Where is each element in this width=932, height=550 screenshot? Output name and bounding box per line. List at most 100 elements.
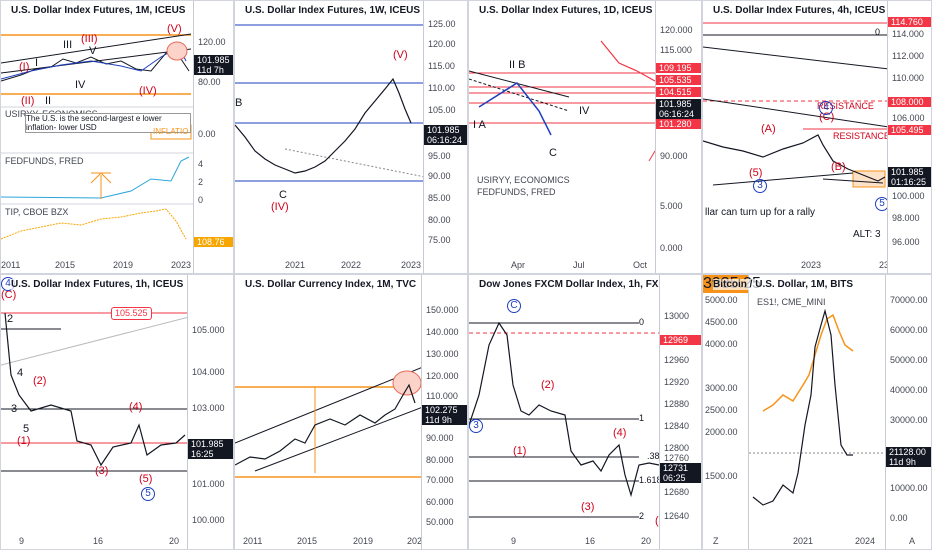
price-tag: 114.760 bbox=[888, 17, 931, 27]
wave-label: (V) bbox=[167, 23, 182, 35]
time-tag: 06:25 bbox=[660, 473, 701, 483]
axis-tick: 125.00 bbox=[428, 19, 456, 29]
fib-label: .382 bbox=[647, 451, 665, 461]
wave-label: II B bbox=[509, 59, 526, 71]
price-axis[interactable]: 13000 12969 12960 12920 12880 12840 1280… bbox=[659, 275, 701, 549]
auto-scale-button[interactable]: A bbox=[909, 536, 916, 546]
time-tick: 2023 bbox=[801, 260, 822, 270]
axis-tick: 12880 bbox=[664, 399, 690, 409]
price-chart bbox=[749, 308, 887, 506]
annotation-note: The U.S. is the second-largest e lower i… bbox=[25, 113, 191, 133]
axis-tick: 0 bbox=[198, 195, 204, 205]
wave-label-circled: 3 bbox=[469, 419, 483, 433]
price-tag: 101.985 bbox=[188, 439, 233, 449]
wave-label: III bbox=[63, 39, 73, 51]
axis-tick: 100.000 bbox=[892, 191, 925, 201]
panel-title: Dow Jones FXCM Dollar Index, 1h, FX bbox=[479, 279, 659, 290]
chart-panel-fxcm-dollar[interactable]: Dow Jones FXCM Dollar Index, 1h, FX 1300… bbox=[468, 274, 702, 550]
fib-label: 0 bbox=[875, 27, 881, 37]
wave-label: (C) bbox=[1, 289, 17, 301]
indicator-legend: FEDFUNDS, FRED bbox=[477, 187, 556, 197]
price-axis[interactable]: 120.00 101.985 11d 7h 80.00 0.00 4 2 0 1… bbox=[193, 1, 233, 273]
axis-tick: 60.000 bbox=[426, 497, 454, 507]
panel-title: U.S. Dollar Index Futures, 1h, ICEUS bbox=[11, 279, 184, 290]
axis-tick: 30000.00 bbox=[890, 415, 928, 425]
wave-label: 5 bbox=[23, 423, 30, 435]
axis-tick: 130.000 bbox=[426, 349, 459, 359]
chart-panel-dxy-1h[interactable]: U.S. Dollar Index Futures, 1h, ICEUS 105… bbox=[0, 274, 234, 550]
wave-circle: C bbox=[507, 299, 521, 313]
wave-label: (3) bbox=[581, 501, 595, 513]
chart-panel-dxy-weekly[interactable]: U.S. Dollar Index Futures, 1W, ICEUS 125… bbox=[234, 0, 468, 274]
wave-label-circled: 4 bbox=[819, 101, 833, 115]
axis-tick: 12840 bbox=[664, 421, 690, 431]
axis-tick: 2 bbox=[198, 177, 204, 187]
wave-label: 3 bbox=[11, 403, 18, 415]
indicator-legend: USIRYY, ECONOMICS bbox=[477, 175, 570, 185]
price-tag: 12731 bbox=[660, 463, 701, 473]
axis-tick: 70000.00 bbox=[890, 295, 928, 305]
price-tag: 102.275 bbox=[422, 405, 467, 415]
axis-tick: 90.00 bbox=[428, 171, 451, 181]
axis-tick: 100.000 bbox=[192, 515, 225, 525]
axis-tick: 50000.00 bbox=[890, 355, 928, 365]
panel-title: U.S. Dollar Index Futures, 1D, ICEUS bbox=[479, 5, 653, 16]
axis-tick: 120.00 bbox=[428, 39, 456, 49]
resistance-label: RESISTANCE bbox=[817, 101, 874, 111]
indicator-title: TIP, CBOE BZX bbox=[5, 207, 69, 217]
axis-tick: 103.000 bbox=[192, 403, 225, 413]
time-tick: 2023 bbox=[407, 536, 428, 546]
resistance-label: RESISTANCE bbox=[833, 131, 890, 141]
axis-tick: 12640 bbox=[664, 511, 690, 521]
price-axis[interactable]: 125.00 120.00 115.00 110.00 105.00 101.9… bbox=[423, 1, 467, 273]
axis-tick: 12760 bbox=[664, 453, 690, 463]
left-price-axis[interactable]: 5000.00 4500.00 4000.00 3000.00 2500.00 … bbox=[703, 275, 761, 549]
time-tick: 2021 bbox=[793, 536, 814, 546]
time-tick: 23 bbox=[879, 260, 890, 270]
axis-tick: 150.000 bbox=[426, 305, 459, 315]
chart-panel-dxy-tvc[interactable]: U.S. Dollar Currency Index, 1M, TVC 150.… bbox=[234, 274, 468, 550]
price-axis[interactable]: 120.000 115.000 109.195 105.535 104.515 … bbox=[655, 1, 701, 273]
time-tick: 2011 bbox=[243, 536, 263, 546]
panel-title: U.S. Dollar Index Futures, 1W, ICEUS bbox=[245, 5, 421, 16]
fib-label: 1.618 bbox=[639, 475, 662, 485]
time-tick: 2022 bbox=[341, 260, 362, 270]
fib-label: 2 bbox=[639, 511, 645, 521]
price-tag: 101.985 bbox=[424, 125, 467, 135]
wave-label: (3) bbox=[95, 465, 109, 477]
price-axis[interactable]: 114.760 114.000 112.000 110.000 108.000 … bbox=[887, 1, 931, 273]
axis-tick: 40000.00 bbox=[890, 385, 928, 395]
axis-tick: 101.000 bbox=[192, 479, 225, 489]
wave-label-circled: 5 bbox=[141, 487, 155, 501]
price-axis[interactable]: 150.000 140.000 130.000 120.000 110.000 … bbox=[421, 275, 467, 549]
wave-label: V bbox=[89, 45, 97, 57]
wave-circle: 3 bbox=[469, 419, 483, 433]
axis-tick: 5000.00 bbox=[705, 295, 738, 305]
axis-tick: 115.000 bbox=[660, 45, 692, 55]
time-tick: 2019 bbox=[353, 536, 374, 546]
price-chart bbox=[469, 321, 661, 518]
chart-panel-btc-monthly[interactable]: Bitcoin / U.S. Dollar, 1M, BITS ES1!, CM… bbox=[702, 274, 932, 550]
price-tag: 101.985 bbox=[888, 167, 931, 177]
price-tag: 101.985 bbox=[194, 55, 233, 65]
wave-label: IV bbox=[579, 105, 590, 117]
wave-label: (II) bbox=[21, 95, 35, 107]
axis-tick: 104.000 bbox=[192, 367, 225, 377]
chart-panel-dxy-daily[interactable]: U.S. Dollar Index Futures, 1D, ICEUS 120… bbox=[468, 0, 702, 274]
price-tag: 104.515 bbox=[656, 87, 701, 97]
price-axis[interactable]: 105.000 104.000 103.000 101.985 16:25 10… bbox=[187, 275, 233, 549]
wave-label: 4 bbox=[17, 367, 24, 379]
time-tag: 11d 9h bbox=[422, 415, 467, 425]
time-tick: 20 bbox=[641, 536, 652, 546]
price-axis[interactable]: 70000.00 60000.00 50000.00 40000.00 3000… bbox=[885, 275, 931, 549]
scale-toggle-button[interactable]: Z bbox=[713, 536, 719, 546]
wave-label: (IV) bbox=[271, 201, 289, 213]
axis-tick: 3000.00 bbox=[705, 383, 738, 393]
chart-panel-dxy-monthly[interactable]: U.S. Dollar Index Futures, 1M, ICEUS (I)… bbox=[0, 0, 234, 274]
wave-label: (5) bbox=[749, 167, 763, 179]
alt-count-label: ALT: 3 bbox=[853, 229, 881, 240]
axis-tick: 70.000 bbox=[426, 475, 454, 485]
chart-panel-dxy-4h[interactable]: U.S. Dollar Index Futures, 4h, ICEUS 114… bbox=[702, 0, 932, 274]
time-tick: 2021 bbox=[285, 260, 306, 270]
axis-tick: 12920 bbox=[664, 377, 690, 387]
